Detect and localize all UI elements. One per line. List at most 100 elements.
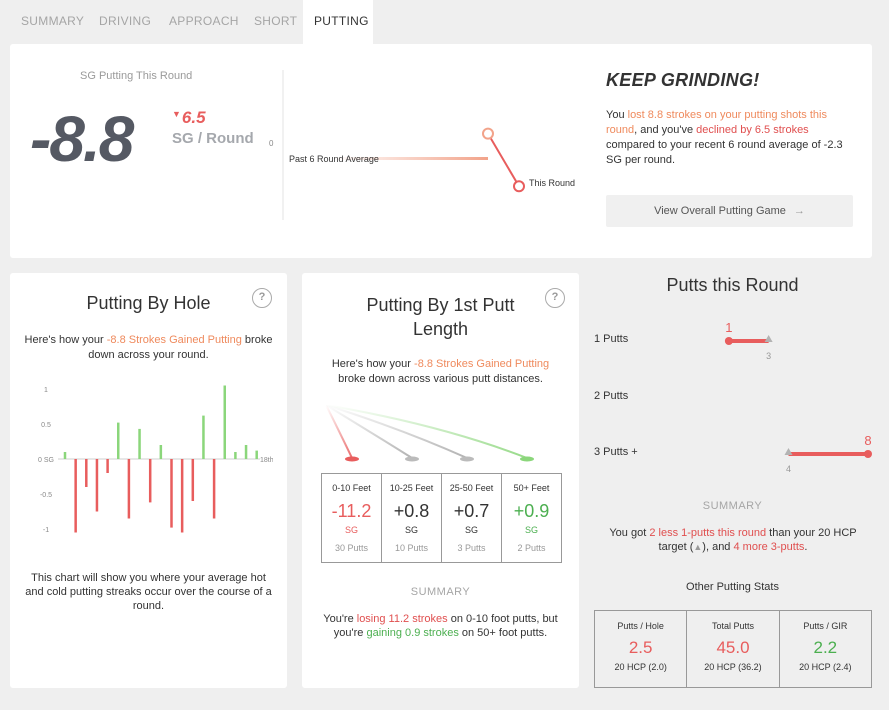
putting-by-hole-title: Putting By Hole: [86, 293, 211, 313]
lost-strokes-highlight: lost 8.8 strokes on your putting shots t…: [606, 109, 827, 136]
putts-this-round-title: Putts this Round: [666, 275, 799, 295]
hole-bar: [117, 422, 120, 459]
length-summary-text: You're losing 11.2 strokes on 0-10 foot …: [323, 613, 558, 639]
putting-by-hole-chart: 1 0.5 0 SG -0.5 -1 18th: [38, 385, 273, 534]
hole-bar: [244, 445, 248, 459]
length-summary-label: SUMMARY: [410, 586, 471, 598]
dist-sg-unit: SG: [344, 525, 358, 535]
hole-bar: [63, 452, 67, 459]
stat-hcp: 20 HCP (36.2): [704, 662, 762, 672]
target-value: 4: [786, 464, 791, 474]
hole-marker-50-plus: [520, 456, 534, 462]
target-value: 3: [766, 351, 771, 361]
hole-bar: [95, 459, 99, 512]
tab-driving[interactable]: DRIVING: [99, 14, 152, 28]
dist-value: +0.8: [393, 501, 430, 521]
more-3-putts-highlight: 4 more 3-putts: [733, 541, 805, 553]
mini-chart-zero-tick: 0: [269, 139, 274, 148]
dist-col-50-plus: 50+ Feet +0.9 SG 2 Putts: [502, 474, 561, 562]
putt-distance-table: 0-10 Feet -11.2 SG 30 Putts 10-25 Feet +…: [321, 473, 562, 563]
tab-summary[interactable]: SUMMARY: [21, 14, 85, 28]
hole-chart-footer: This chart will show you where your aver…: [25, 572, 272, 612]
dist-value: +0.9: [513, 501, 550, 521]
dist-label: 10-25 Feet: [389, 483, 434, 493]
hole-bar: [180, 459, 184, 533]
putts-summary-text: You got 2 less 1-putts this round than y…: [609, 527, 857, 553]
avg-label: Past 6 Round Average: [289, 154, 379, 164]
sg-delta: ▼6.5: [172, 108, 206, 128]
hole-marker-0-10: [345, 456, 359, 462]
dist-sg-unit: SG: [404, 525, 418, 535]
dist-putts: 30 Putts: [334, 543, 369, 553]
stat-putts-per-hole: Putts / Hole 2.5 20 HCP (2.0): [595, 611, 688, 687]
sg-round-label: SG Putting This Round: [80, 70, 193, 82]
last-hole-label: 18th: [260, 457, 273, 464]
row-label-3-putts: 3 Putts +: [594, 446, 638, 458]
hole-bar: [255, 450, 258, 459]
tab-short[interactable]: SHORT: [254, 14, 298, 28]
losing-highlight: losing 11.2 strokes: [356, 613, 448, 625]
hole-bar: [106, 459, 109, 473]
dist-label: 0-10 Feet: [332, 483, 371, 493]
dist-col-10-25: 10-25 Feet +0.8 SG 10 Putts: [382, 474, 442, 562]
help-icon[interactable]: ?: [252, 288, 272, 308]
dist-sg-unit: SG: [524, 525, 538, 535]
hole-bar: [234, 452, 237, 459]
this-round-point: [513, 180, 525, 193]
y-tick-label: -1: [43, 527, 49, 534]
other-putting-stats-label: Other Putting Stats: [686, 581, 779, 593]
hole-intro: Here's how your -8.8 Strokes Gained Putt…: [24, 334, 273, 361]
tab-putting[interactable]: PUTTING: [303, 0, 373, 44]
stat-hcp: 20 HCP (2.4): [799, 662, 852, 672]
hole-bar: [127, 459, 131, 519]
stat-value: 2.5: [628, 638, 653, 657]
help-icon[interactable]: ?: [545, 288, 565, 308]
hole-bar: [85, 459, 88, 487]
tab-bar: SUMMARY DRIVING APPROACH SHORT PUTTING: [0, 0, 889, 44]
dist-value: -11.2: [331, 501, 372, 521]
view-overall-putting-button[interactable]: View Overall Putting Game →: [606, 195, 853, 227]
actual-value: 8: [864, 433, 871, 448]
hole-marker-10-25: [405, 456, 419, 462]
other-putting-stats: Putts / Hole 2.5 20 HCP (2.0) Total Putt…: [594, 610, 872, 688]
sg-putting-highlight: -8.8 Strokes Gained Putting: [106, 334, 242, 346]
dist-sg-unit: SG: [464, 525, 478, 535]
y-tick-label: -0.5: [40, 492, 52, 499]
putting-by-length-title: Putting By 1st Putt Length: [366, 295, 515, 339]
y-tick-label: 1: [44, 387, 48, 394]
hole-bar: [138, 428, 141, 459]
stat-putts-per-gir: Putts / GIR 2.2 20 HCP (2.4): [780, 611, 871, 687]
stat-total-putts: Total Putts 45.0 20 HCP (36.2): [687, 611, 780, 687]
hole-bar: [223, 385, 226, 459]
putting-by-length-card: Putting By 1st Putt Length ? Here's how …: [302, 273, 579, 688]
this-round-label: This Round: [529, 178, 575, 188]
target-triangle-icon: [784, 448, 793, 455]
stat-value: 2.2: [813, 638, 838, 657]
sg-delta-value: 6.5: [181, 108, 206, 127]
tab-approach[interactable]: APPROACH: [169, 14, 239, 28]
actual-marker: [724, 337, 733, 345]
stat-hcp: 20 HCP (2.0): [614, 662, 667, 672]
sg-putting-highlight: -8.8 Strokes Gained Putting: [414, 358, 550, 370]
fan-line-25-50: [325, 404, 468, 459]
headline: KEEP GRINDING!: [606, 70, 760, 90]
hole-bar: [212, 459, 216, 519]
dist-value: +0.7: [453, 501, 490, 521]
hole-bar: [170, 459, 173, 528]
dist-putts: 3 Putts: [457, 543, 486, 553]
actual-marker: [864, 450, 872, 458]
stat-value: 45.0: [716, 638, 750, 657]
actual-value: 1: [725, 320, 732, 335]
round-comparison-chart: Past 6 Round Average This Round: [282, 70, 575, 220]
fan-line-50-plus: [325, 404, 528, 459]
target-triangle-icon: [764, 335, 773, 342]
length-intro: Here's how your -8.8 Strokes Gained Putt…: [331, 358, 550, 385]
dist-col-0-10: 0-10 Feet -11.2 SG 30 Putts: [322, 474, 382, 562]
sg-unit-label: SG / Round: [172, 130, 254, 147]
fan-line-0-10: [325, 404, 353, 459]
decline-highlight: declined by 6.5 strokes: [696, 124, 809, 136]
hole-bar: [191, 459, 195, 501]
y-tick-label: 0 SG: [38, 457, 54, 464]
dist-putts: 10 Putts: [394, 543, 429, 553]
less-1-putts-highlight: 2 less 1-putts this round: [649, 527, 767, 539]
